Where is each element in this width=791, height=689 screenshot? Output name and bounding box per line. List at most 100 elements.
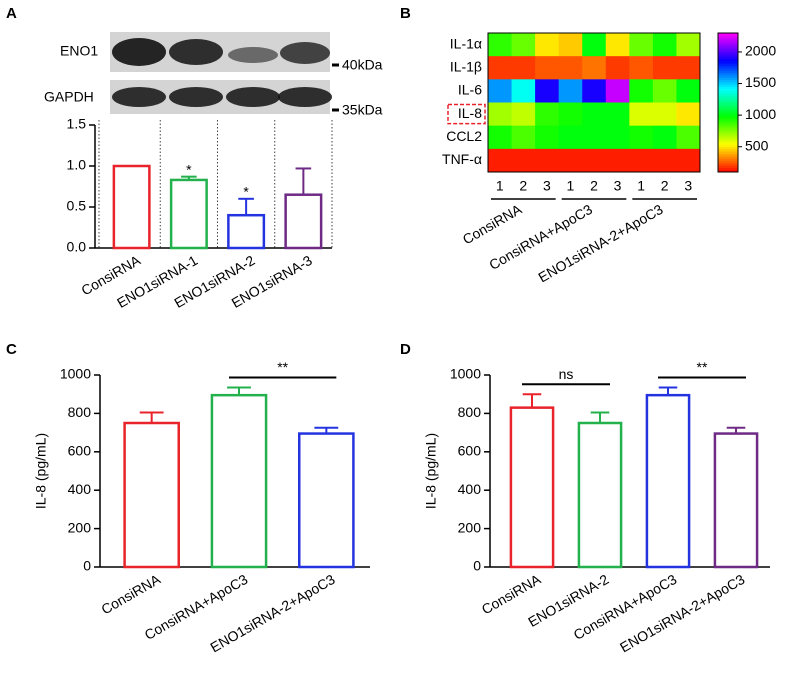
heatmap-cell <box>558 148 583 173</box>
colorbar-tick-label: 1000 <box>745 106 776 122</box>
heatmap-cell <box>511 79 536 103</box>
colorbar-step <box>718 81 738 85</box>
heatmap-cell <box>629 125 654 150</box>
comparison-label: ** <box>697 359 708 375</box>
bar <box>509 406 555 569</box>
x-tick-label: ConsiRNA <box>98 571 163 618</box>
y-tick-label: 400 <box>68 481 92 497</box>
heatmap-cell <box>582 125 607 150</box>
panel-label: D <box>400 341 411 358</box>
heatmap-cell <box>605 79 630 103</box>
blot-band <box>112 38 166 66</box>
column-label: 3 <box>543 178 551 194</box>
column-label: 3 <box>684 178 692 194</box>
y-tick-label: 0 <box>473 558 481 574</box>
heatmap-cell <box>652 102 677 127</box>
column-label: 2 <box>661 178 669 194</box>
heatmap-cell <box>488 33 513 57</box>
y-axis-label: IL-8 (pg/mL) <box>33 433 49 509</box>
heatmap-cell <box>488 148 513 173</box>
column-label: 3 <box>614 178 622 194</box>
group-label: ENO1siRNA-2+ApoC3 <box>535 201 665 286</box>
colorbar-step <box>718 144 738 148</box>
colorbar-step <box>718 46 738 50</box>
colorbar-step <box>718 37 738 41</box>
colorbar-step <box>718 167 738 171</box>
y-tick-label: 400 <box>458 481 482 497</box>
heatmap-cell <box>558 102 583 127</box>
heatmap-cell <box>488 125 513 150</box>
bar <box>645 393 691 569</box>
heatmap-cell <box>488 56 513 80</box>
colorbar-step <box>718 77 738 80</box>
colorbar-step <box>718 123 738 127</box>
y-tick-label: 800 <box>458 404 482 420</box>
colorbar-step <box>718 93 738 97</box>
heatmap-cell <box>605 148 630 173</box>
y-tick-label: 800 <box>68 404 92 420</box>
significance: * <box>186 161 192 177</box>
colorbar-step <box>718 60 738 64</box>
heatmap-cell <box>605 125 630 150</box>
colorbar-step <box>718 151 738 154</box>
column-label: 1 <box>567 178 575 194</box>
colorbar-step <box>718 137 738 141</box>
heatmap-cell <box>535 56 560 80</box>
heatmap-cell <box>582 33 607 57</box>
colorbar-step <box>718 95 738 99</box>
heatmap-cell <box>558 79 583 103</box>
colorbar-step <box>718 148 738 152</box>
y-tick-label: 0.0 <box>67 239 87 255</box>
colorbar-step <box>718 70 738 73</box>
colorbar-step <box>718 121 738 124</box>
y-axis-label: IL-8 (pg/mL) <box>423 433 439 509</box>
heatmap-cell <box>488 79 513 103</box>
colorbar-step <box>718 162 738 166</box>
colorbar-tick-label: 500 <box>745 137 769 153</box>
y-tick-label: 200 <box>458 519 482 535</box>
group-label: ConsiRNA <box>460 201 525 248</box>
colorbar-step <box>718 139 738 143</box>
column-label: 2 <box>590 178 598 194</box>
blot-band <box>278 87 332 107</box>
row-label: IL-8 <box>458 105 482 121</box>
heatmap-cell <box>535 125 560 150</box>
colorbar-step <box>718 79 738 83</box>
heatmap-cell <box>652 148 677 173</box>
western-blot: ENO1 GAPDH 40kDa 35kDa <box>44 32 383 118</box>
blot-band <box>169 87 223 107</box>
heatmap-cell <box>676 79 701 103</box>
colorbar-tick-label: 1500 <box>745 74 776 90</box>
heatmap-cell <box>629 102 654 127</box>
heatmap-cell <box>629 148 654 173</box>
colorbar-step <box>718 86 738 90</box>
blot-band <box>112 87 166 107</box>
bar <box>169 178 208 250</box>
colorbar-step <box>718 155 738 159</box>
heatmap-cell <box>605 33 630 57</box>
heatmap-border <box>487 32 701 173</box>
colorbar-step <box>718 125 738 129</box>
row-label: IL-1β <box>450 58 482 74</box>
bar <box>298 432 355 569</box>
bar <box>112 164 151 250</box>
bar <box>713 432 759 569</box>
blot-band <box>169 39 223 65</box>
y-tick-label: 1.5 <box>67 116 87 132</box>
colorbar-step <box>718 33 738 36</box>
colorbar-step <box>718 107 738 110</box>
heatmap-cell <box>582 56 607 80</box>
heatmap-cell <box>511 56 536 80</box>
heatmap-cell <box>676 102 701 127</box>
heatmap-cell <box>605 56 630 80</box>
colorbar-step <box>718 165 738 168</box>
heatmap-cell <box>558 125 583 150</box>
heatmap-cell <box>511 148 536 173</box>
colorbar-step <box>718 88 738 92</box>
heatmap-cell <box>582 148 607 173</box>
colorbar-step <box>718 100 738 103</box>
colorbar-step <box>718 44 738 48</box>
row-label: IL-6 <box>458 82 482 98</box>
heatmap-cell <box>535 79 560 103</box>
y-tick-label: 1000 <box>450 366 481 382</box>
